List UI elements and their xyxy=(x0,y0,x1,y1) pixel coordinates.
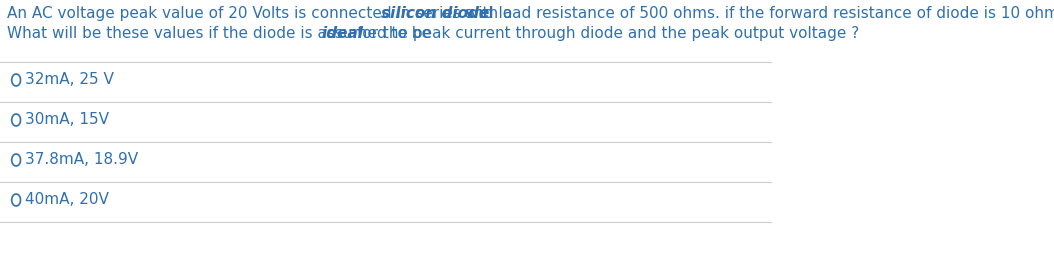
Text: for the peak current through diode and the peak output voltage ?: for the peak current through diode and t… xyxy=(352,26,859,41)
Text: What will be these values if the diode is assumed to be: What will be these values if the diode i… xyxy=(7,26,436,41)
Text: 32mA, 25 V: 32mA, 25 V xyxy=(25,72,114,87)
Text: 37.8mA, 18.9V: 37.8mA, 18.9V xyxy=(25,152,138,168)
Text: and load resistance of 500 ohms. if the forward resistance of diode is 10 ohms.: and load resistance of 500 ohms. if the … xyxy=(461,6,1054,21)
Text: An AC voltage peak value of 20 Volts is connected in series with a: An AC voltage peak value of 20 Volts is … xyxy=(7,6,518,21)
Text: ideal: ideal xyxy=(321,26,364,41)
Text: 40mA, 20V: 40mA, 20V xyxy=(25,192,109,207)
Text: 30mA, 15V: 30mA, 15V xyxy=(25,113,109,127)
Text: silicon diode: silicon diode xyxy=(380,6,489,21)
